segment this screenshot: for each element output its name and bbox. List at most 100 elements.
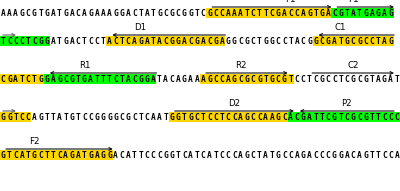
Text: D2: D2 (228, 99, 240, 108)
Text: C: C (382, 113, 387, 122)
Text: C: C (388, 113, 393, 122)
Text: C: C (26, 10, 30, 19)
Text: G: G (244, 75, 249, 84)
Text: T: T (257, 151, 262, 160)
Text: C: C (270, 10, 274, 19)
Text: C: C (88, 37, 93, 46)
Text: A: A (132, 37, 137, 46)
Text: T: T (82, 151, 87, 160)
Text: A: A (376, 75, 380, 84)
Text: G: G (232, 75, 237, 84)
Text: T: T (151, 10, 156, 19)
Text: A: A (201, 37, 206, 46)
Bar (288, 112, 400, 122)
Text: P1: P1 (348, 0, 358, 4)
Text: C: C (57, 151, 62, 160)
Text: G: G (332, 151, 337, 160)
Text: T: T (370, 151, 374, 160)
Text: A: A (51, 37, 56, 46)
Text: C: C (163, 10, 168, 19)
Text: A: A (113, 151, 118, 160)
Text: G: G (63, 10, 68, 19)
Bar (0, 112, 31, 122)
Text: C: C (294, 113, 299, 122)
Text: T: T (344, 10, 349, 19)
Text: P2: P2 (342, 99, 352, 108)
Text: G: G (357, 37, 362, 46)
Text: C: C (320, 37, 324, 46)
Text: G: G (276, 10, 280, 19)
Text: C: C (94, 37, 99, 46)
Text: G: G (70, 75, 74, 84)
Text: T: T (357, 10, 362, 19)
Text: T: T (176, 151, 180, 160)
Text: C1: C1 (335, 23, 346, 32)
Text: G: G (276, 151, 280, 160)
Text: A: A (144, 10, 149, 19)
Text: C: C (251, 75, 256, 84)
Text: G: G (7, 113, 12, 122)
Text: A: A (63, 151, 68, 160)
Text: A: A (20, 151, 24, 160)
Text: T: T (288, 75, 293, 84)
Text: G: G (101, 113, 106, 122)
Text: F2: F2 (29, 137, 40, 146)
Text: T: T (376, 37, 380, 46)
Text: G: G (351, 75, 356, 84)
Text: G: G (1, 151, 6, 160)
Text: C: C (182, 151, 187, 160)
Text: C: C (220, 151, 224, 160)
Text: G: G (363, 151, 368, 160)
Text: T: T (57, 37, 62, 46)
Text: A: A (307, 113, 312, 122)
Text: A: A (126, 151, 130, 160)
Text: A: A (282, 10, 287, 19)
Text: G: G (388, 37, 393, 46)
Bar (0, 74, 44, 84)
Text: G: G (307, 10, 312, 19)
Text: G: G (176, 37, 180, 46)
Text: A: A (88, 75, 93, 84)
Text: G: G (57, 75, 62, 84)
Text: T: T (320, 113, 324, 122)
Text: A: A (294, 37, 299, 46)
Text: T: T (7, 151, 12, 160)
Text: C: C (301, 75, 306, 84)
Text: A: A (238, 113, 243, 122)
Text: C: C (357, 113, 362, 122)
Text: C: C (251, 113, 256, 122)
Bar (44, 74, 156, 84)
Text: T: T (26, 151, 30, 160)
Text: T: T (194, 151, 199, 160)
Text: T: T (313, 10, 318, 19)
Text: G: G (88, 10, 93, 19)
Text: A: A (182, 37, 187, 46)
Text: A: A (357, 151, 362, 160)
Text: A: A (263, 151, 268, 160)
Text: A: A (13, 10, 18, 19)
Text: C: C (332, 75, 337, 84)
Text: A: A (288, 113, 293, 122)
Text: G: G (182, 10, 187, 19)
Text: C: C (157, 151, 162, 160)
Text: C: C (220, 75, 224, 84)
Text: A: A (51, 75, 56, 84)
Text: A: A (144, 37, 149, 46)
Text: T: T (51, 151, 56, 160)
Text: T: T (244, 10, 249, 19)
Text: C: C (163, 37, 168, 46)
Text: T: T (82, 37, 87, 46)
Text: C: C (294, 75, 299, 84)
Text: C: C (38, 151, 43, 160)
Text: F1: F1 (285, 0, 296, 4)
Text: A: A (70, 10, 74, 19)
Text: G: G (344, 37, 349, 46)
Bar (206, 8, 331, 18)
Text: C: C (320, 151, 324, 160)
Text: T: T (263, 10, 268, 19)
Text: C: C (238, 75, 243, 84)
Text: A: A (270, 113, 274, 122)
Text: G: G (263, 37, 268, 46)
Text: G: G (70, 113, 74, 122)
Text: A: A (7, 10, 12, 19)
